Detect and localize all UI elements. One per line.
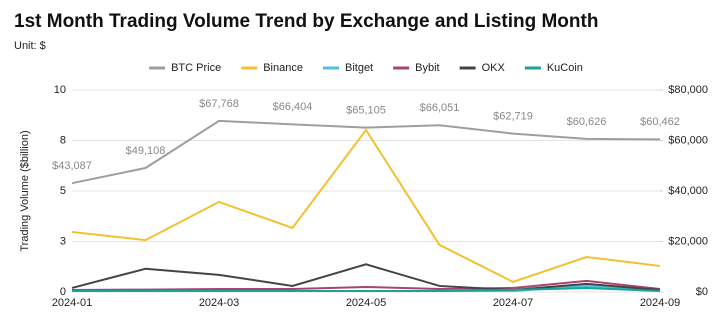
legend-label: OKX bbox=[482, 62, 506, 74]
chart-subtitle: Unit: $ bbox=[14, 40, 46, 52]
data-label: $60,626 bbox=[567, 116, 607, 128]
data-label: $67,768 bbox=[199, 98, 239, 110]
y-tick-label: 0 bbox=[60, 286, 66, 298]
x-tick-label: 2024-03 bbox=[199, 297, 239, 309]
y-tick-label: 10 bbox=[54, 84, 66, 96]
legend-label: Bitget bbox=[345, 62, 373, 74]
y-tick-label: 8 bbox=[60, 134, 66, 146]
data-label: $49,108 bbox=[126, 145, 166, 157]
data-label: $66,051 bbox=[420, 102, 460, 114]
y-tick-label: 5 bbox=[60, 185, 66, 197]
y-axis-title: Trading Volume ($billion) bbox=[19, 130, 31, 251]
y2-tick-label: $80,000 bbox=[668, 84, 708, 96]
data-label: $43,087 bbox=[52, 160, 92, 172]
series-line bbox=[71, 128, 661, 283]
series-line bbox=[71, 119, 661, 185]
x-tick-label: 2024-05 bbox=[346, 297, 386, 309]
legend-label: BTC Price bbox=[171, 62, 221, 74]
series-line bbox=[71, 263, 661, 291]
legend-label: Binance bbox=[263, 62, 303, 74]
y-tick-label: 3 bbox=[60, 235, 66, 247]
data-label: $65,105 bbox=[346, 105, 386, 117]
legend-label: KuCoin bbox=[547, 62, 583, 74]
x-tick-label: 2024-07 bbox=[493, 297, 533, 309]
x-tick-label: 2024-09 bbox=[640, 297, 680, 309]
series-line bbox=[71, 279, 661, 291]
x-tick-label: 2024-01 bbox=[52, 297, 92, 309]
y2-tick-label: $60,000 bbox=[668, 134, 708, 146]
data-label: $62,719 bbox=[493, 111, 533, 123]
y2-tick-label: $40,000 bbox=[668, 185, 708, 197]
data-label: $66,404 bbox=[273, 101, 313, 113]
y2-tick-label: $20,000 bbox=[668, 235, 708, 247]
data-label: $60,462 bbox=[640, 116, 680, 128]
chart-title: 1st Month Trading Volume Trend by Exchan… bbox=[14, 11, 598, 32]
y2-tick-label: $0 bbox=[696, 286, 708, 298]
legend-label: Bybit bbox=[415, 62, 439, 74]
series-line bbox=[72, 286, 661, 292]
